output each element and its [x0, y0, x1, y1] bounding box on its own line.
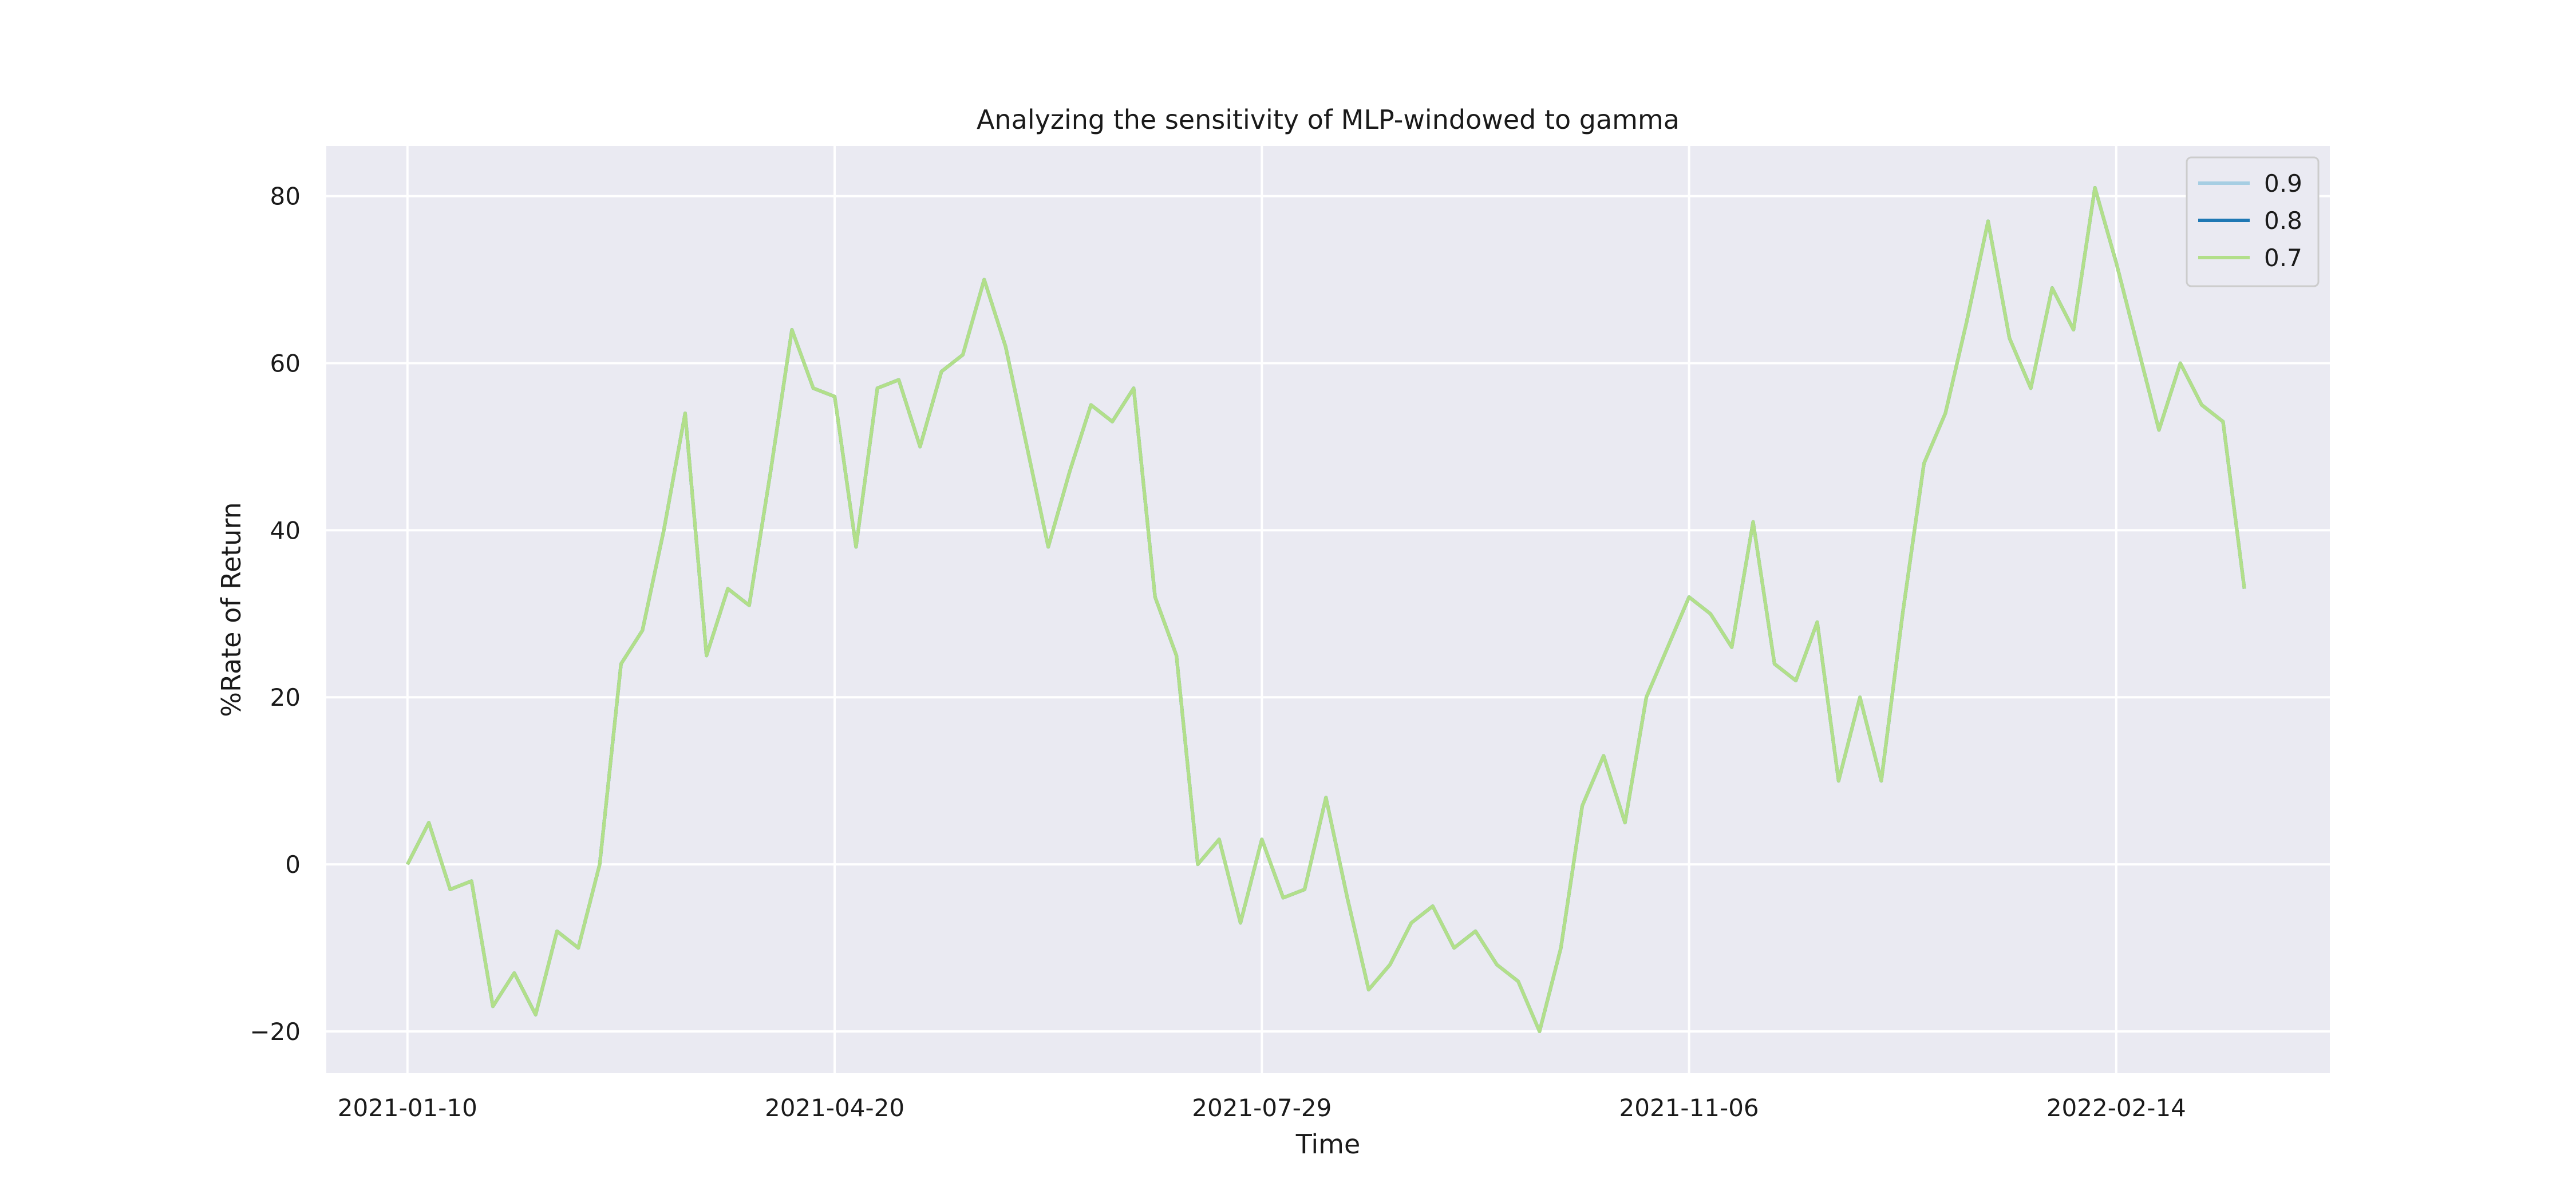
legend-label: 0.7 [2264, 244, 2302, 272]
plot-area [326, 146, 2330, 1073]
x-tick-label: 2021-07-29 [1192, 1094, 1332, 1122]
legend-label: 0.9 [2264, 169, 2302, 197]
y-tick-label: 80 [270, 183, 301, 211]
y-axis-ticks: −20 0 20 40 60 80 [250, 183, 301, 1046]
x-tick-label: 2021-11-06 [1619, 1094, 1759, 1122]
y-tick-label: 20 [270, 683, 301, 711]
x-tick-label: 2021-04-20 [765, 1094, 904, 1122]
y-tick-label: −20 [250, 1018, 301, 1046]
legend-label: 0.8 [2264, 207, 2302, 235]
y-tick-label: 0 [285, 851, 301, 879]
legend-item: 0.9 [2198, 169, 2302, 197]
legend-box [2186, 156, 2320, 287]
x-tick-label: 2022-02-14 [2046, 1094, 2186, 1122]
x-tick-label: 2021-01-10 [338, 1094, 477, 1122]
series-lines [406, 186, 2246, 1033]
grid [326, 146, 2330, 1073]
y-tick-label: 40 [270, 516, 301, 544]
legend-item: 0.8 [2198, 207, 2302, 235]
y-axis-label: %Rate of Return [216, 502, 247, 717]
y-tick-label: 60 [270, 349, 301, 377]
x-axis-ticks: 2021-01-10 2021-04-20 2021-07-29 2021-11-06… [338, 1094, 2186, 1122]
x-axis-label: Time [1295, 1129, 1361, 1160]
legend: 0.9 0.8 0.7 [2186, 156, 2320, 287]
chart-title: Analyzing the sensitivity of MLP-windowe… [977, 104, 1680, 135]
legend-item: 0.7 [2198, 244, 2302, 272]
series-line-0-7 [406, 186, 2246, 1033]
